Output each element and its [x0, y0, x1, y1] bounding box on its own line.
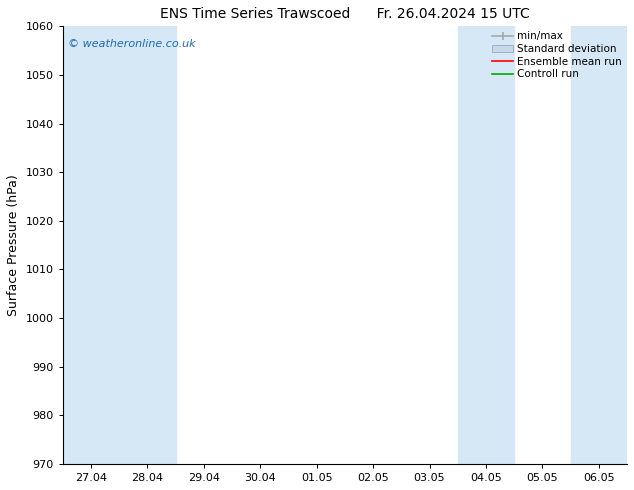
Bar — [571, 26, 627, 464]
Bar — [458, 26, 514, 464]
Title: ENS Time Series Trawscoed      Fr. 26.04.2024 15 UTC: ENS Time Series Trawscoed Fr. 26.04.2024… — [160, 7, 530, 21]
Text: © weatheronline.co.uk: © weatheronline.co.uk — [68, 39, 196, 49]
Legend: min/max, Standard deviation, Ensemble mean run, Controll run: min/max, Standard deviation, Ensemble me… — [490, 29, 624, 81]
Bar — [63, 26, 176, 464]
Y-axis label: Surface Pressure (hPa): Surface Pressure (hPa) — [7, 174, 20, 316]
